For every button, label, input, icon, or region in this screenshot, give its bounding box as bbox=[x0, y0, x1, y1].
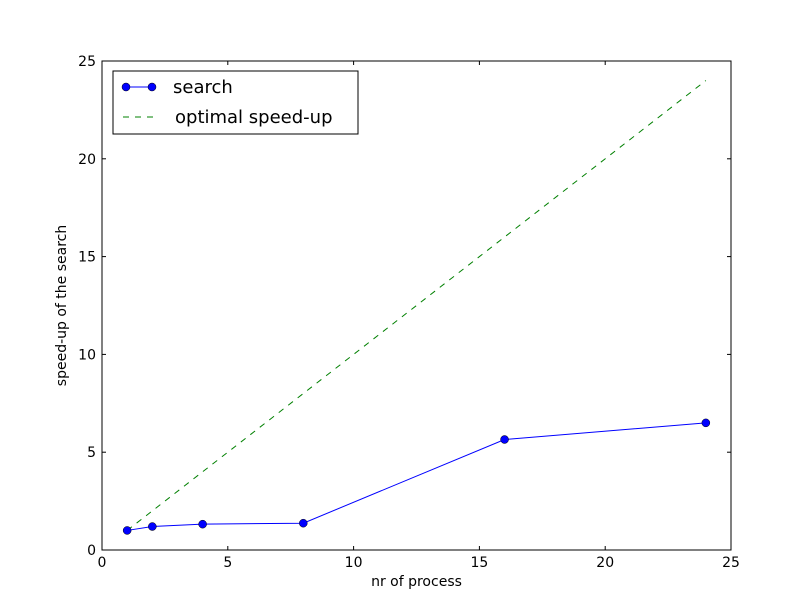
search-data-point bbox=[299, 518, 308, 528]
search-data-point bbox=[701, 418, 711, 428]
x-tick-label: 20 bbox=[596, 555, 614, 571]
search-data-point bbox=[500, 435, 509, 444]
legend: search optimal speed-up bbox=[112, 70, 359, 135]
legend-label-search: search bbox=[173, 77, 233, 98]
search-data-point bbox=[198, 519, 207, 529]
x-tick-label: 0 bbox=[98, 555, 107, 571]
x-tick-label: 25 bbox=[722, 555, 740, 571]
legend-box bbox=[112, 70, 359, 135]
y-tick-label: 15 bbox=[78, 250, 96, 266]
y-tick-label: 20 bbox=[78, 152, 96, 168]
legend-search-marker bbox=[147, 82, 157, 92]
y-tick-label: 10 bbox=[78, 347, 96, 363]
search-data-point bbox=[122, 526, 132, 535]
y-tick-label: 5 bbox=[87, 445, 96, 461]
series-optimal-speed-up-line bbox=[126, 80, 707, 531]
search-data-point bbox=[148, 522, 157, 531]
x-axis-label: nr of process bbox=[371, 574, 462, 590]
tick-layer: 0 5 10 15 20 25 0 5 10 15 20 25 bbox=[78, 54, 740, 571]
legend-search-marker bbox=[121, 82, 131, 92]
legend-label-optimal-speed-up: optimal speed-up bbox=[175, 107, 333, 128]
x-tick-label: 5 bbox=[223, 555, 232, 571]
x-tick-label: 15 bbox=[470, 555, 488, 571]
x-tick-label: 10 bbox=[345, 555, 363, 571]
y-axis-label: speed-up of the search bbox=[54, 225, 70, 386]
y-tick-label: 0 bbox=[87, 543, 96, 559]
series-layer bbox=[122, 80, 711, 535]
y-tick-label: 25 bbox=[78, 54, 96, 70]
plot-frame bbox=[101, 60, 732, 551]
